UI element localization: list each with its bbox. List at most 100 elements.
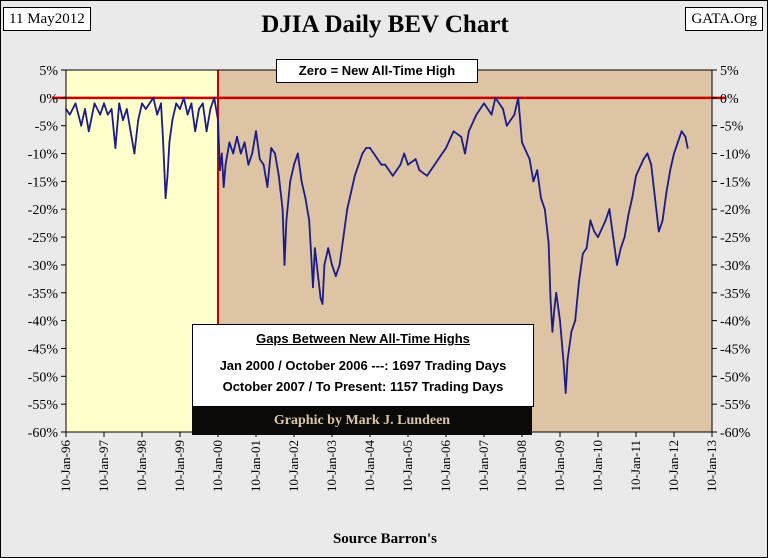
- zero-annotation: Zero = New All-Time High: [276, 59, 478, 83]
- y-tick-label: -20%: [28, 203, 59, 218]
- data-point: [553, 308, 556, 311]
- data-point: [612, 236, 615, 239]
- data-point: [656, 213, 658, 216]
- data-point: [205, 130, 208, 133]
- y-tick-label: -20%: [720, 203, 751, 218]
- data-point: [547, 241, 550, 244]
- data-point: [407, 163, 409, 166]
- data-point: [277, 174, 280, 177]
- data-point: [654, 197, 656, 200]
- gap-line-2: October 2007 / To Present: 1157 Trading …: [222, 379, 504, 394]
- x-ticks: 10-Jan-96 10-Jan-97 10-Jan-98 10-Jan-99 10-J…: [58, 432, 719, 492]
- data-point: [162, 135, 164, 138]
- y-tick-label: -35%: [720, 287, 751, 302]
- y-tick-label: -55%: [28, 398, 59, 413]
- data-point: [296, 152, 299, 155]
- data-point: [190, 102, 193, 105]
- data-point: [194, 130, 197, 133]
- data-point: [342, 236, 345, 239]
- x-tick-label: 10-Jan-96: [58, 440, 73, 492]
- data-point: [635, 174, 637, 177]
- data-point: [657, 230, 660, 233]
- data-point: [369, 147, 371, 149]
- data-point: [87, 130, 90, 133]
- data-point: [137, 119, 140, 121]
- data-point: [502, 108, 504, 110]
- y-tick-label: -40%: [720, 315, 751, 330]
- data-point: [175, 102, 178, 105]
- data-point: [540, 197, 542, 200]
- y-tick-label: -5%: [720, 120, 744, 135]
- data-point: [217, 119, 219, 121]
- y-tick-label: -25%: [28, 231, 59, 246]
- data-point: [490, 113, 493, 116]
- series-layer: [65, 96, 689, 394]
- data-point: [220, 152, 223, 155]
- data-point: [673, 152, 675, 155]
- data-point: [581, 252, 584, 255]
- data-point: [445, 147, 447, 149]
- data-point: [684, 135, 687, 138]
- data-point: [536, 169, 539, 172]
- data-point: [441, 152, 444, 155]
- data-point: [255, 130, 257, 133]
- y-tick-label: -45%: [720, 342, 751, 357]
- data-point: [543, 208, 546, 211]
- data-point: [361, 152, 364, 155]
- x-tick-label: 10-Jan-98: [134, 440, 149, 492]
- data-point: [283, 264, 286, 266]
- data-point: [103, 102, 105, 105]
- x-tick-label: 10-Jan-08: [514, 440, 529, 492]
- x-tick-label: 10-Jan-03: [324, 440, 339, 492]
- y-tick-label: -15%: [28, 175, 59, 190]
- data-point: [380, 163, 383, 166]
- data-point: [616, 264, 618, 266]
- data-point: [528, 158, 531, 161]
- data-point: [433, 163, 436, 166]
- data-point: [144, 108, 147, 110]
- data-point: [166, 174, 169, 177]
- data-point: [521, 141, 523, 144]
- x-tick-label: 10-Jan-10: [590, 440, 605, 492]
- data-point: [505, 124, 508, 127]
- y-tick-label: 5%: [39, 64, 58, 79]
- y-ticks-right: 5% 0% -5% -10% -15% -20% -25% -30% -35% -40% -45% -…: [712, 64, 751, 441]
- y-tick-label: 0%: [720, 92, 739, 107]
- data-point: [376, 158, 379, 161]
- data-point: [460, 135, 463, 138]
- data-point: [669, 169, 672, 172]
- data-point: [513, 113, 516, 116]
- data-point: [452, 130, 455, 133]
- x-tick-label: 10-Jan-02: [286, 440, 301, 492]
- data-point: [129, 130, 132, 133]
- x-tick-label: 10-Jan-00: [210, 440, 225, 492]
- data-point: [198, 108, 200, 110]
- data-point: [623, 236, 626, 239]
- data-point: [315, 264, 318, 266]
- data-point: [589, 219, 592, 222]
- y-tick-label: -15%: [720, 175, 751, 190]
- data-point: [110, 108, 113, 110]
- data-point: [289, 180, 292, 183]
- y-tick-label: -55%: [720, 398, 751, 413]
- data-point: [559, 319, 561, 322]
- y-tick-label: -30%: [28, 259, 59, 274]
- data-point: [213, 96, 216, 99]
- data-point: [321, 303, 324, 305]
- x-tick-label: 10-Jan-11: [628, 440, 643, 492]
- x-tick-label: 10-Jan-06: [438, 440, 453, 492]
- data-point: [555, 291, 558, 294]
- data-point: [308, 219, 311, 222]
- data-point: [68, 113, 71, 116]
- chart-title: DJIA Daily BEV Chart: [261, 11, 509, 38]
- y-ticks-left: 5% 0% -5% -10% -15% -20% -25% -30% -35% -40% -45% -…: [28, 64, 66, 441]
- data-point: [232, 152, 235, 155]
- x-tick-label: 10-Jan-99: [172, 440, 187, 492]
- data-point: [464, 152, 466, 155]
- x-tick-label: 10-Jan-07: [476, 440, 491, 492]
- data-point: [570, 330, 573, 333]
- data-point: [604, 219, 607, 222]
- data-point: [133, 152, 136, 155]
- y-tick-label: -60%: [720, 426, 751, 441]
